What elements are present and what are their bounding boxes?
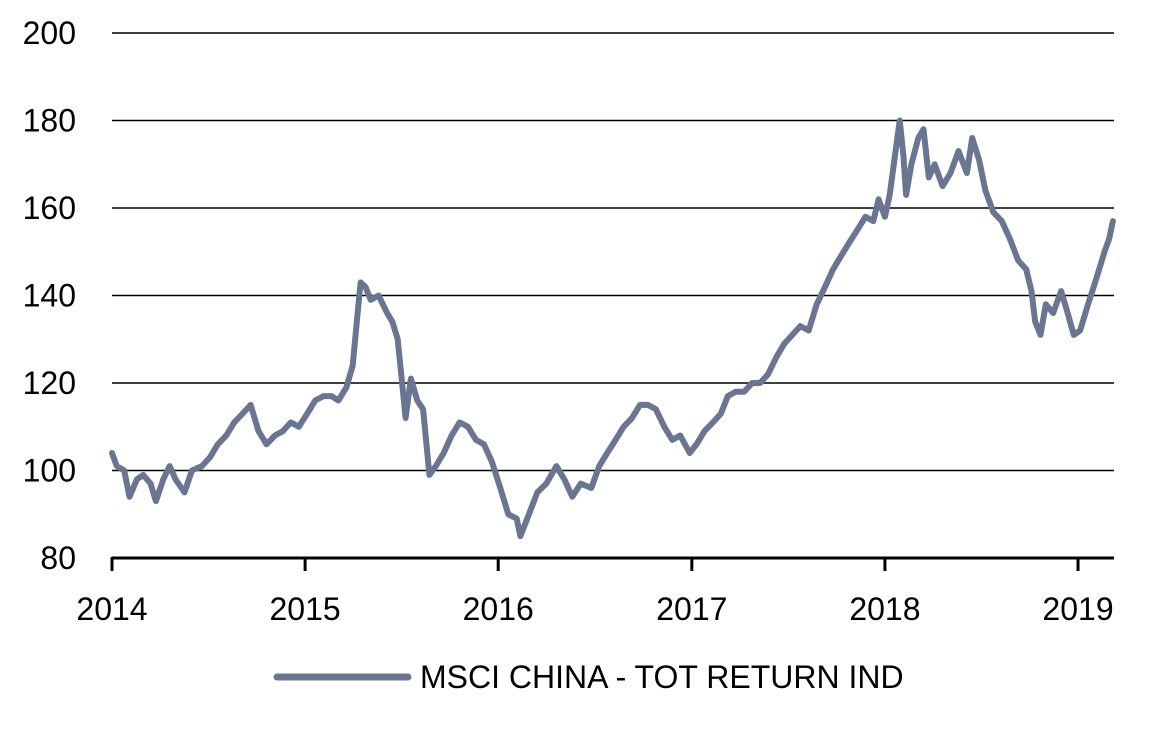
y-tick-label: 160	[23, 190, 76, 226]
y-tick-label: 140	[23, 278, 76, 314]
x-tick-label: 2016	[463, 591, 534, 627]
series-layer	[109, 117, 1116, 540]
x-tick-label: 2018	[849, 591, 920, 627]
x-tick-label: 2019	[1042, 591, 1113, 627]
x-tick-label: 2015	[270, 591, 341, 627]
series-line	[109, 117, 1116, 540]
gridlines	[112, 32, 1114, 472]
legend-label: MSCI CHINA - TOT RETURN IND	[420, 659, 904, 695]
y-tick-label: 80	[40, 540, 76, 576]
legend: MSCI CHINA - TOT RETURN IND	[273, 659, 904, 695]
y-tick-label: 120	[23, 365, 76, 401]
x-tick-label: 2014	[76, 591, 147, 627]
y-tick-label: 180	[23, 103, 76, 139]
y-tick-label: 100	[23, 453, 76, 489]
y-tick-label: 200	[23, 15, 76, 51]
x-tick-label: 2017	[656, 591, 727, 627]
axes	[110, 556, 1114, 571]
